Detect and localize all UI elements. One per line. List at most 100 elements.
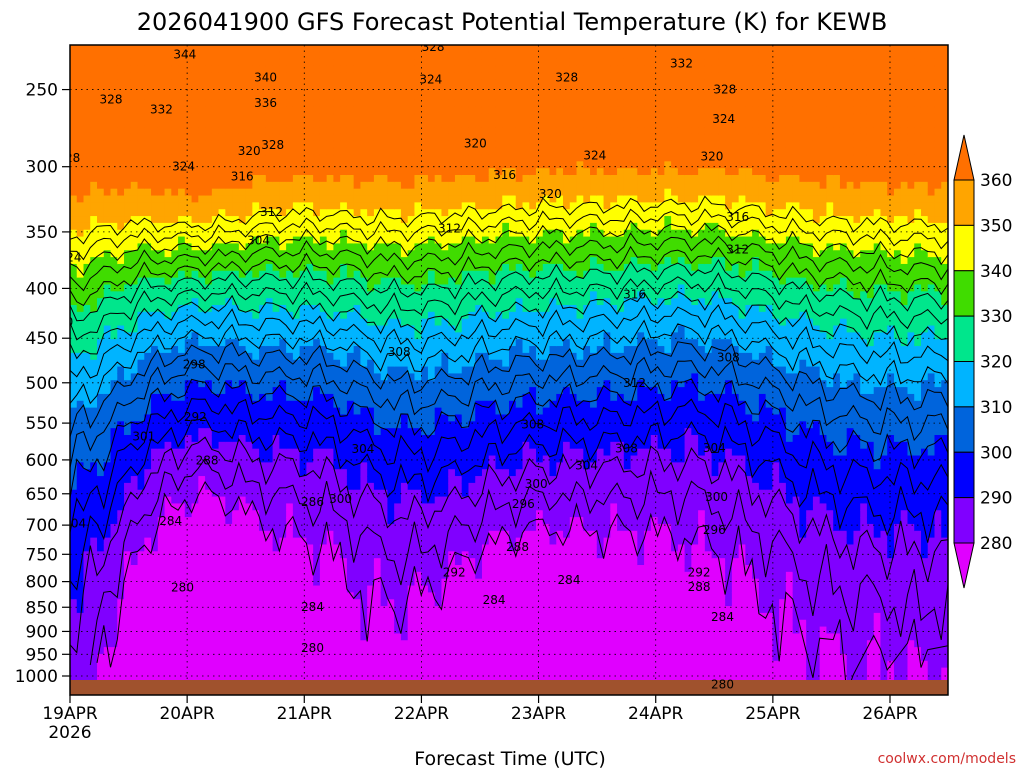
- theta-cell: [232, 441, 240, 450]
- theta-cell: [360, 619, 368, 628]
- theta-cell: [117, 154, 125, 162]
- theta-cell: [171, 58, 179, 67]
- theta-cell: [394, 633, 402, 641]
- theta-cell: [184, 161, 193, 169]
- theta-cell: [346, 387, 355, 395]
- theta-cell: [400, 448, 409, 457]
- theta-cell: [279, 400, 287, 409]
- theta-cell: [306, 120, 314, 128]
- theta-cell: [394, 222, 402, 231]
- theta-cell: [157, 380, 166, 388]
- theta-cell: [238, 291, 247, 299]
- theta-cell: [299, 346, 307, 354]
- theta-cell: [178, 332, 186, 340]
- theta-cell: [407, 188, 416, 197]
- theta-cell: [97, 86, 105, 94]
- theta-cell: [272, 489, 280, 498]
- theta-cell: [340, 640, 348, 648]
- theta-cell: [265, 127, 274, 135]
- theta-cell: [265, 606, 274, 614]
- theta-cell: [205, 530, 213, 539]
- theta-cell: [252, 366, 260, 375]
- theta-cell: [313, 263, 321, 272]
- theta-cell: [279, 482, 287, 491]
- theta-cell: [414, 558, 422, 566]
- theta-cell: [225, 181, 233, 190]
- theta-cell: [184, 58, 193, 67]
- theta-cell: [265, 455, 274, 463]
- theta-cell: [70, 441, 78, 450]
- theta-cell: [340, 106, 348, 115]
- theta-cell: [407, 72, 416, 80]
- theta-cell: [245, 318, 253, 327]
- theta-cell: [286, 448, 294, 457]
- theta-cell: [245, 147, 253, 156]
- theta-cell: [333, 106, 341, 115]
- theta-cell: [373, 352, 382, 361]
- theta-cell: [191, 647, 199, 655]
- theta-cell: [198, 147, 206, 156]
- theta-cell: [157, 565, 166, 573]
- theta-cell: [407, 277, 416, 286]
- theta-cell: [394, 168, 402, 176]
- theta-cell: [198, 435, 206, 443]
- theta-cell: [70, 195, 78, 203]
- theta-cell: [83, 393, 91, 402]
- theta-cell: [218, 462, 226, 470]
- theta-cell: [76, 510, 85, 518]
- theta-cell: [272, 99, 280, 108]
- theta-cell: [238, 455, 247, 463]
- theta-cell: [252, 393, 260, 402]
- theta-cell: [387, 133, 395, 142]
- theta-cell: [319, 243, 328, 251]
- theta-cell: [346, 140, 355, 149]
- theta-cell: [373, 243, 382, 251]
- theta-cell: [137, 448, 145, 457]
- theta-cell: [279, 277, 287, 286]
- theta-cell: [171, 209, 179, 217]
- theta-cell: [191, 448, 199, 457]
- theta-cell: [178, 489, 186, 498]
- theta-cell: [184, 291, 193, 299]
- theta-cell: [198, 106, 206, 115]
- theta-cell: [306, 387, 314, 395]
- theta-cell: [171, 469, 179, 477]
- theta-cell: [252, 352, 260, 361]
- theta-cell: [76, 58, 85, 67]
- theta-cell: [171, 619, 179, 628]
- theta-cell: [373, 633, 382, 641]
- theta-cell: [319, 270, 328, 279]
- theta-cell: [178, 544, 186, 552]
- theta-cell: [259, 339, 267, 347]
- theta-cell: [151, 305, 159, 313]
- theta-cell: [319, 120, 328, 128]
- theta-cell: [157, 544, 166, 552]
- theta-cell: [225, 216, 233, 224]
- theta-cell: [380, 140, 389, 149]
- theta-cell: [387, 154, 395, 162]
- theta-cell: [124, 106, 132, 115]
- theta-cell: [367, 120, 375, 128]
- theta-cell: [218, 216, 226, 224]
- theta-cell: [414, 359, 422, 368]
- theta-cell: [326, 263, 334, 272]
- theta-cell: [164, 339, 172, 347]
- theta-cell: [306, 544, 314, 552]
- theta-cell: [198, 647, 206, 655]
- theta-cell: [333, 407, 341, 416]
- theta-cell: [353, 270, 362, 279]
- theta-cell: [70, 626, 78, 635]
- theta-cell: [83, 482, 91, 491]
- theta-cell: [306, 175, 314, 183]
- theta-cell: [137, 58, 145, 67]
- theta-cell: [245, 393, 253, 402]
- theta-cell: [326, 633, 334, 641]
- theta-cell: [191, 120, 199, 128]
- theta-cell: [225, 571, 233, 580]
- theta-cell: [238, 421, 247, 429]
- theta-cell: [326, 571, 334, 580]
- theta-cell: [124, 571, 132, 580]
- theta-cell: [313, 352, 321, 361]
- theta-cell: [407, 571, 416, 580]
- theta-cell: [205, 578, 213, 587]
